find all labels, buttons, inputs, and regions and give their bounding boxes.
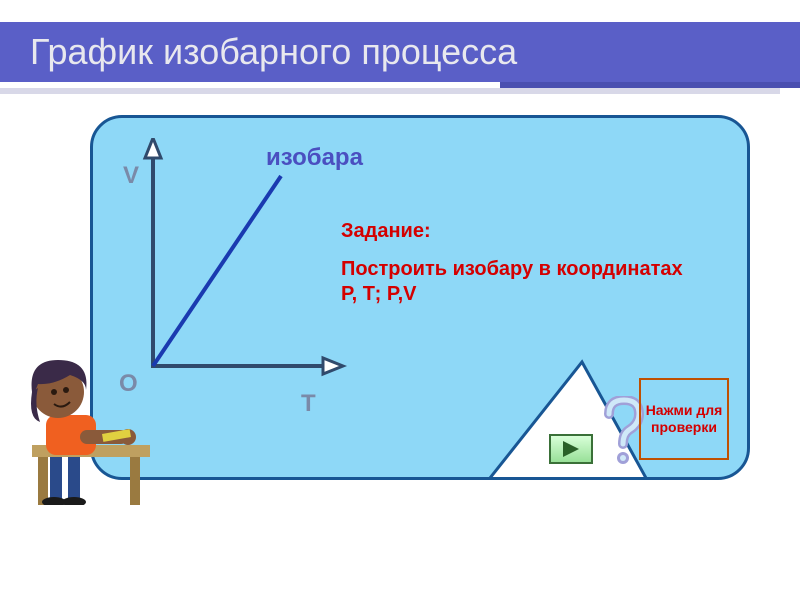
task-title: Задание: [341, 220, 701, 243]
task-text: Построить изобару в координатах Р, Т; P,… [341, 257, 701, 307]
isobar-chart: изобара V О Т [111, 138, 371, 398]
page-title: График изобарного процесса [30, 31, 517, 73]
task-block: Задание: Построить изобару в координатах… [341, 220, 701, 307]
isobar-label: изобара [266, 144, 363, 172]
content-panel: изобара V О Т Задание: Построить изобару… [90, 115, 750, 480]
play-icon [561, 440, 581, 458]
axis-x-label: Т [301, 390, 316, 418]
student-illustration [10, 330, 150, 505]
check-button-label: Нажми для проверки [641, 402, 727, 436]
header-underline [0, 88, 780, 94]
header-bar: График изобарного процесса [0, 22, 800, 82]
check-button[interactable]: Нажми для проверки [639, 378, 729, 460]
axis-y-label: V [123, 162, 139, 190]
play-button[interactable] [549, 434, 593, 464]
